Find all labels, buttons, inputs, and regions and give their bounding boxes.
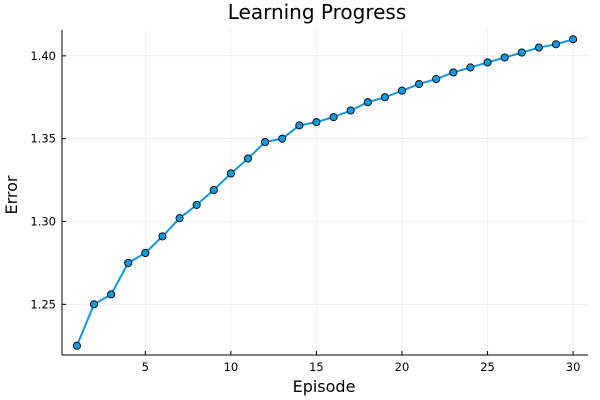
data-point-0-24 xyxy=(483,58,492,67)
y-tick-label-2: 1.35 xyxy=(30,132,56,146)
data-point-0-14 xyxy=(312,118,321,127)
data-point-0-11 xyxy=(261,137,270,147)
data-point-0-21 xyxy=(432,74,441,84)
x-axis-label: Episode xyxy=(293,377,356,396)
y-axis-label: Error xyxy=(2,175,21,214)
series xyxy=(72,35,578,350)
data-point-0-2 xyxy=(107,290,116,299)
y-tick-label-0: 1.25 xyxy=(30,297,56,311)
data-point-0-4 xyxy=(141,248,150,258)
x-tick-label-2: 15 xyxy=(309,360,324,374)
axes xyxy=(61,30,588,356)
data-point-0-28 xyxy=(551,40,561,49)
data-point-0-5 xyxy=(158,232,167,241)
data-point-0-23 xyxy=(466,63,475,72)
data-point-0-8 xyxy=(209,185,218,195)
x-tick-label-4: 25 xyxy=(480,360,495,374)
data-point-0-29 xyxy=(569,35,578,44)
data-point-0-16 xyxy=(346,106,355,115)
data-point-0-0 xyxy=(72,341,81,350)
data-point-0-18 xyxy=(380,93,389,102)
data-point-0-9 xyxy=(226,169,235,178)
chart-title: Learning Progress xyxy=(228,0,407,24)
data-point-0-7 xyxy=(192,200,201,209)
data-point-0-17 xyxy=(363,98,372,107)
x-tick-label-5: 30 xyxy=(566,360,581,374)
y-tick-label-3: 1.40 xyxy=(30,49,56,63)
x-tick-label-0: 5 xyxy=(142,360,149,374)
data-point-0-22 xyxy=(449,68,458,77)
data-point-0-27 xyxy=(534,43,543,52)
data-point-0-13 xyxy=(295,121,304,130)
data-point-0-10 xyxy=(243,154,253,163)
y-tick-label-1: 1.30 xyxy=(30,214,56,228)
data-point-0-26 xyxy=(517,48,526,57)
data-point-0-6 xyxy=(175,214,184,223)
data-point-0-1 xyxy=(89,300,99,309)
data-point-0-12 xyxy=(278,134,287,143)
data-point-0-15 xyxy=(329,113,338,122)
ticks: 5 10 15 20 25 30 1.25 1.30 1.35 1.40 xyxy=(30,49,580,374)
data-point-0-20 xyxy=(415,79,424,89)
grid xyxy=(62,30,588,355)
x-tick-label-3: 20 xyxy=(395,360,410,374)
x-tick-label-1: 10 xyxy=(224,360,239,374)
data-point-0-19 xyxy=(397,86,407,95)
data-point-0-25 xyxy=(500,53,509,62)
data-point-0-3 xyxy=(124,258,133,267)
